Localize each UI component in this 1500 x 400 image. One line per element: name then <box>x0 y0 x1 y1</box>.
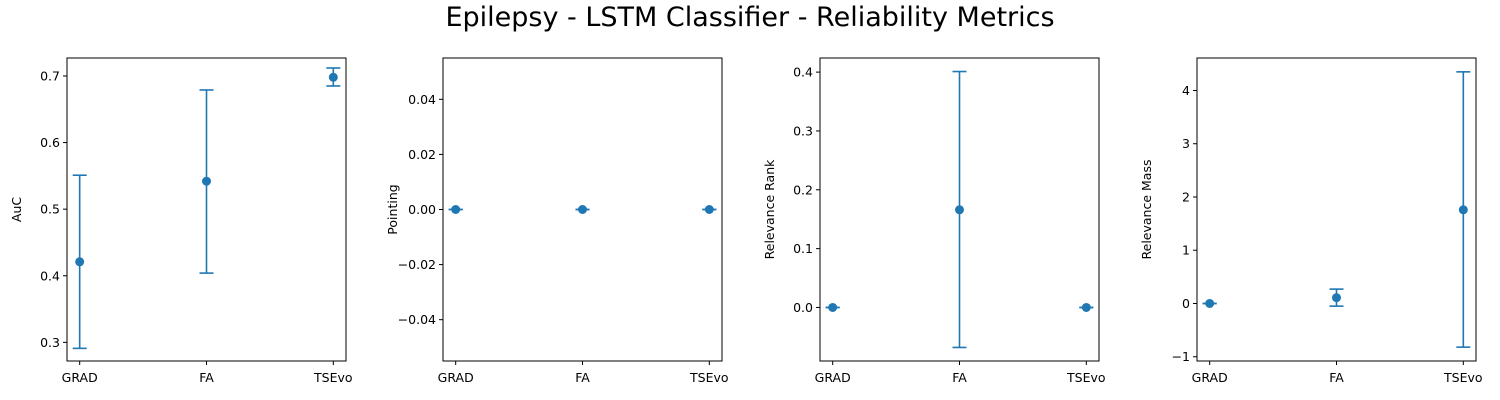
x-tick-label: FA <box>575 370 590 385</box>
subplot-1: 0.3 0.4 0.5 0.6 0.7 GRAD FA TSEvo AuC <box>9 57 353 385</box>
y-tick-label: 0.04 <box>408 92 436 107</box>
subplot-4: −1 0 1 2 3 4 GRAD FA TSEvo Relevance Mass <box>1139 57 1483 385</box>
y-tick-label: 3 <box>1182 136 1190 151</box>
y-tick-label: 0 <box>1182 296 1190 311</box>
y-tick-label: 0.3 <box>793 123 813 138</box>
y-tick-label: 0.2 <box>793 182 813 197</box>
y-tick-label: 0.4 <box>40 268 60 283</box>
x-tick-label: TSEvo <box>1066 370 1106 385</box>
x-tick-label: GRAD <box>1192 370 1228 385</box>
y-axis-label: AuC <box>9 197 24 222</box>
x-tick-label: TSEvo <box>1443 370 1483 385</box>
data-point <box>1205 298 1215 308</box>
y-tick-label: 0.1 <box>793 241 813 256</box>
data-point <box>955 205 964 215</box>
y-tick-label: 2 <box>1182 189 1190 204</box>
y-tick-label: −0.04 <box>398 312 436 327</box>
y-tick-label: 0.4 <box>793 65 813 80</box>
x-tick-label: FA <box>952 370 967 385</box>
data-point <box>451 205 461 214</box>
y-tick-label: 0.02 <box>408 147 436 162</box>
y-axis-label: Relevance Mass <box>1139 160 1154 260</box>
x-tick-label: GRAD <box>815 370 851 385</box>
x-tick-label: GRAD <box>438 370 474 385</box>
data-point <box>1332 293 1341 303</box>
y-tick-label: 1 <box>1182 243 1190 258</box>
data-point <box>202 176 211 186</box>
y-tick-label: 0.0 <box>793 300 813 315</box>
y-axis-label: Relevance Rank <box>762 159 777 259</box>
data-point <box>1458 205 1468 215</box>
x-tick-label: TSEvo <box>313 370 353 385</box>
data-point <box>328 72 338 82</box>
y-tick-label: 0.6 <box>40 135 60 150</box>
y-tick-label: 0.7 <box>40 68 60 83</box>
data-point <box>578 205 587 214</box>
axes-frame <box>1196 57 1477 362</box>
data-point <box>75 257 85 267</box>
subplot-3: 0.0 0.1 0.2 0.3 0.4 GRAD FA TSEvo Relevance Rank <box>762 57 1106 385</box>
data-point <box>828 302 838 312</box>
subplot-2: −0.04 −0.02 0.00 0.02 0.04 GRAD FA TSEvo Pointin… <box>385 57 729 385</box>
y-tick-label: −1 <box>1172 349 1190 364</box>
y-tick-label: −0.02 <box>398 257 436 272</box>
y-tick-label: 0.3 <box>40 335 60 350</box>
data-point <box>1081 302 1091 312</box>
figure-title: Epilepsy - LSTM Classifier - Reliability… <box>445 2 1055 33</box>
y-tick-label: 0.5 <box>40 202 60 217</box>
x-tick-label: TSEvo <box>689 370 729 385</box>
y-axis-label: Pointing <box>385 184 400 234</box>
x-tick-label: GRAD <box>62 370 98 385</box>
y-tick-label: 0.00 <box>408 202 436 217</box>
data-point <box>704 205 714 214</box>
y-tick-label: 4 <box>1182 83 1190 98</box>
x-tick-label: FA <box>199 370 214 385</box>
x-tick-label: FA <box>1329 370 1344 385</box>
